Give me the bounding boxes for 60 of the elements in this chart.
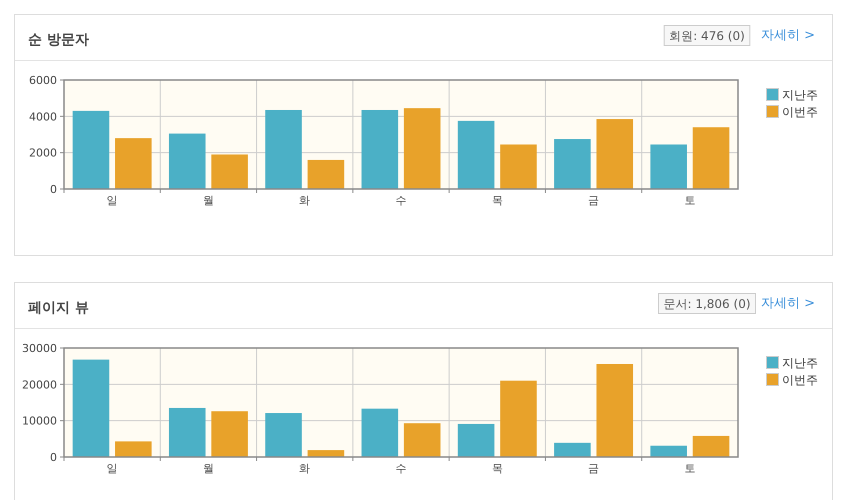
bar (115, 441, 152, 457)
y-tick-label: 20000 (22, 378, 57, 392)
bar (554, 139, 591, 189)
x-tick-label: 일 (106, 462, 118, 475)
x-tick-label: 월 (202, 462, 214, 475)
y-tick-label: 4000 (29, 110, 57, 124)
bar (596, 119, 634, 189)
x-tick-label: 토 (684, 462, 696, 475)
bar (265, 413, 302, 457)
bar (362, 408, 398, 457)
bar (168, 134, 206, 189)
bar (211, 154, 248, 189)
bar (458, 120, 494, 189)
x-tick-label: 수 (396, 462, 406, 475)
y-tick-label: 2000 (29, 146, 57, 160)
bar (692, 127, 730, 189)
y-tick-label: 0 (50, 451, 57, 464)
y-tick-label: 10000 (22, 414, 57, 428)
y-tick-label: 6000 (29, 74, 57, 87)
bar (308, 160, 344, 189)
legend-label: 이번주 (782, 373, 818, 387)
text: 회원: 476 (0) (669, 29, 745, 43)
text: 자세히 > (761, 296, 816, 311)
x-tick-label: 목 (492, 462, 503, 475)
x-tick-label: 일 (106, 194, 118, 207)
bar (692, 436, 730, 457)
x-tick-label: 월 (202, 194, 214, 207)
bar (500, 144, 537, 189)
chart-title: 페이지 뷰 (28, 300, 89, 316)
x-tick-label: 수 (396, 194, 406, 207)
bar (168, 408, 206, 457)
bar (458, 424, 494, 457)
y-tick-label: 30000 (22, 342, 57, 355)
x-tick-label: 목 (492, 194, 503, 207)
x-tick-label: 금 (588, 462, 600, 475)
x-tick-label: 화 (299, 462, 310, 475)
legend-label: 지난주 (782, 356, 818, 370)
legend-label: 이번주 (782, 105, 818, 119)
y-tick-label: 0 (50, 183, 57, 196)
bar (554, 442, 591, 457)
bar (265, 110, 302, 189)
chart-title: 순 방문자 (28, 32, 89, 48)
bar (308, 450, 344, 457)
bar (596, 364, 634, 457)
x-tick-label: 화 (299, 194, 310, 207)
x-tick-label: 금 (588, 194, 600, 207)
text: 문서: 1,806 (0) (663, 297, 751, 311)
bar (362, 110, 398, 189)
bar (72, 360, 110, 457)
x-tick-label: 토 (684, 194, 696, 207)
bar (500, 380, 537, 457)
bar (211, 411, 248, 457)
text: 자세히 > (761, 28, 816, 43)
bar (650, 446, 687, 457)
bar (650, 144, 687, 189)
bar (404, 108, 440, 189)
legend-label: 지난주 (782, 88, 818, 102)
bar (72, 110, 110, 189)
bar (115, 138, 152, 189)
bar (404, 423, 440, 457)
